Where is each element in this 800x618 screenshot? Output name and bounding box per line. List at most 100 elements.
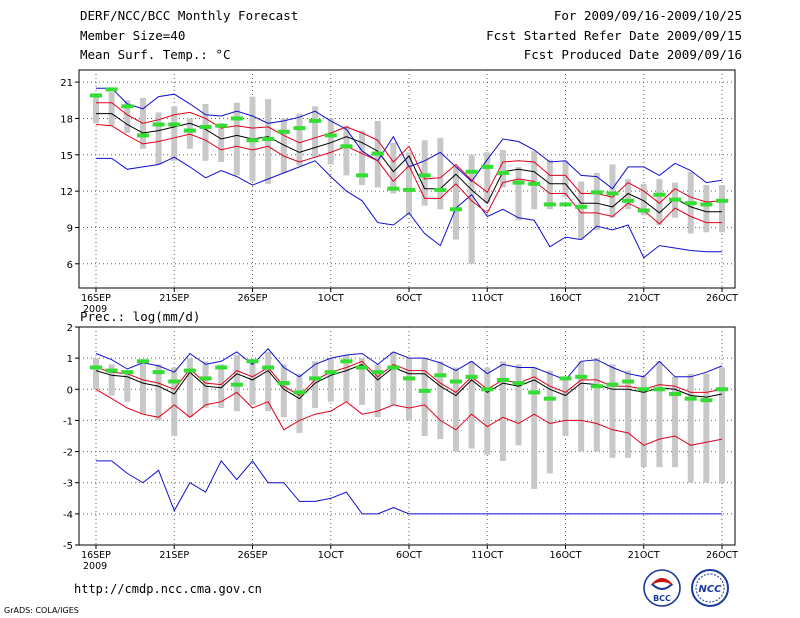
ensemble-box (484, 367, 491, 455)
observed-marker (403, 187, 415, 192)
ensemble-box (390, 142, 397, 194)
forecast-produced-date: Fcst Produced Date 2009/09/16 (523, 47, 742, 62)
y-tick-label: 0 (67, 385, 73, 396)
observed-marker (199, 376, 212, 381)
forecast-started-date: Fcst Started Refer Date 2009/09/15 (486, 28, 742, 43)
ensemble-box (202, 361, 209, 408)
observed-marker (262, 137, 275, 142)
ensemble-box (374, 364, 381, 418)
variable-label: Mean Surf. Temp.: °C (80, 47, 231, 62)
ensemble-box (406, 358, 412, 421)
observed-marker (481, 387, 494, 392)
x-tick-label: 21OCT (628, 293, 660, 304)
plot-frame (78, 326, 736, 546)
ensemble-box (546, 159, 553, 210)
observed-marker (465, 374, 478, 379)
ensemble-box (562, 160, 569, 198)
y-tick-label: 9 (67, 223, 73, 234)
x-tick-label: 16SEP (81, 550, 111, 561)
observed-marker (496, 170, 509, 175)
ensemble-box (625, 370, 632, 458)
grads-credit: GrADS: COLA/IGES (4, 606, 79, 615)
ensemble-box (296, 373, 303, 433)
ensemble-box (296, 113, 303, 166)
y-tick-label: -1 (63, 416, 73, 427)
ensemble-box (108, 91, 115, 126)
x-tick-year-label: 2009 (83, 304, 107, 315)
observed-marker (90, 93, 102, 98)
ensemble-min-line (96, 459, 722, 515)
x-tick-label: 11OCT (471, 293, 503, 304)
observed-marker (277, 129, 290, 134)
observed-marker (136, 359, 149, 364)
y-tick-label: 15 (60, 151, 73, 162)
y-tick-label: 6 (67, 260, 73, 271)
observed-marker (716, 198, 728, 203)
observed-marker (684, 396, 697, 401)
observed-marker (700, 398, 713, 403)
y-tick-label: -4 (63, 510, 73, 521)
ensemble-box (265, 99, 272, 184)
y-tick-label: 1 (67, 354, 73, 365)
ensemble-box (390, 351, 397, 405)
ncc-logo-text: NCC (698, 584, 722, 595)
observed-marker (465, 169, 478, 174)
ensemble-box (672, 376, 679, 468)
ensemble-box (531, 151, 538, 210)
observed-marker (434, 187, 447, 192)
observed-marker (653, 387, 666, 392)
ensemble-box (186, 118, 193, 149)
spread-lower-line (95, 124, 722, 225)
ensemble-box (280, 118, 287, 173)
ensemble-box (452, 367, 459, 452)
ensemble-box (640, 183, 647, 216)
ensemble-box (202, 103, 209, 161)
observed-marker (606, 382, 619, 387)
x-tick-label: 11OCT (471, 550, 503, 561)
ensemble-box (343, 125, 350, 176)
ensemble-box (578, 361, 585, 452)
ensemble-box (186, 358, 193, 418)
observed-marker (152, 370, 165, 375)
observed-marker (324, 370, 337, 375)
x-tick-label: 16OCT (549, 293, 581, 304)
ensemble-box (406, 152, 412, 216)
ensemble-box (108, 364, 115, 396)
ensemble-box (640, 376, 647, 468)
ensemble-box (562, 376, 569, 436)
observed-marker (669, 197, 682, 202)
x-tick-label: 1OCT (318, 550, 344, 561)
source-url: http://cmdp.ncc.cma.gov.cn (74, 582, 262, 596)
bcc-logo: BCC (643, 569, 681, 607)
observed-marker (575, 374, 588, 379)
observed-marker (293, 390, 306, 395)
x-tick-label: 1OCT (318, 293, 344, 304)
observed-marker (215, 365, 228, 370)
x-tick-label: 6OCT (396, 550, 422, 561)
ensemble-box (703, 185, 710, 233)
observed-marker (168, 122, 181, 127)
ensemble-box (656, 179, 663, 226)
ensemble-box (719, 367, 725, 483)
observed-marker (293, 126, 306, 131)
ensemble-box (93, 94, 99, 124)
spread-lower-line (95, 388, 723, 446)
x-tick-label: 21SEP (159, 550, 189, 561)
observed-marker (559, 376, 572, 381)
ensemble-box (155, 364, 162, 421)
ensemble-box (249, 361, 256, 405)
observed-marker (387, 186, 400, 191)
ensemble-box (124, 370, 131, 402)
observed-marker (168, 379, 181, 384)
observed-marker (590, 384, 603, 389)
ensemble-box (312, 106, 319, 158)
ensemble-box (593, 172, 600, 230)
observed-marker (512, 381, 525, 386)
plot-frame (78, 69, 736, 289)
ensemble-box (593, 358, 600, 452)
observed-marker (590, 190, 603, 195)
observed-marker (230, 116, 243, 121)
observed-marker (449, 379, 462, 384)
x-tick-label: 26SEP (238, 550, 268, 561)
